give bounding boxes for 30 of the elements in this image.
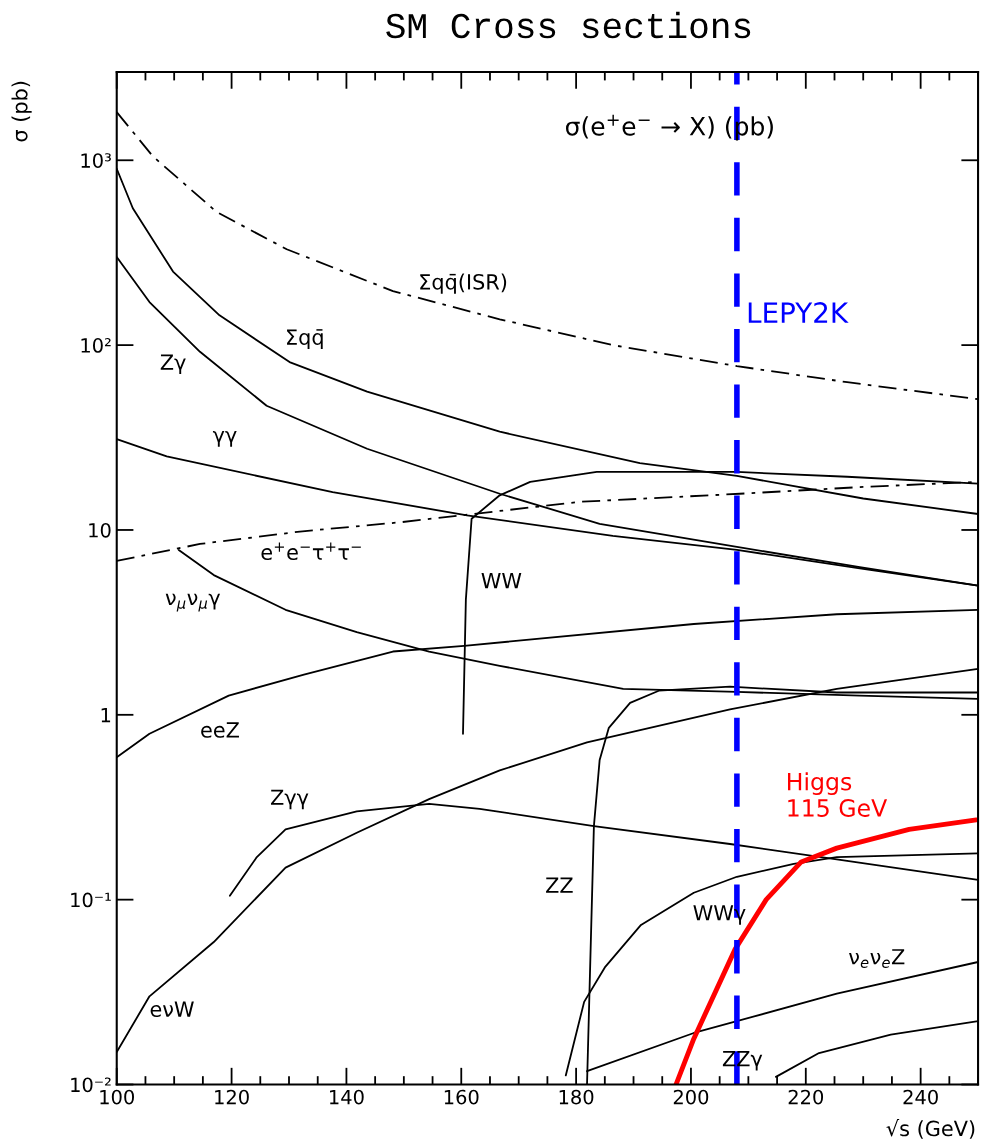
x-tick-label: 120: [215, 1089, 249, 1105]
series-label: γγ: [212, 430, 237, 447]
x-tick-label: 180: [559, 1089, 594, 1105]
y-tick-label: 1: [101, 708, 111, 723]
x-tick-label: 220: [788, 1089, 824, 1105]
series-label: ν$_{μ}$ν$_{μ}$γ: [165, 593, 221, 612]
series-label: e$^{+}$e$^{−}$τ$^{+}$τ$^{−}$: [261, 542, 361, 561]
series-label: eνW: [150, 1001, 194, 1017]
x-tick-label: 160: [444, 1089, 479, 1105]
y-tick-label: 10: [89, 522, 111, 538]
x-axis-title: √s (GeV): [886, 1119, 975, 1139]
series-label: Zγγ: [270, 789, 309, 810]
series-label: eeZ: [201, 722, 239, 738]
series-label: ν$_{e}$ν$_{e}$Z: [849, 949, 905, 968]
series-label: Zγ: [160, 354, 186, 375]
series-label: WW: [481, 573, 522, 589]
series-label: Σqq̄(ISR): [420, 273, 507, 294]
series-label: Higgs 115 GeV: [788, 772, 888, 817]
series-label: Σqq̄: [287, 329, 323, 350]
y-tick-label: 10²: [81, 338, 111, 353]
series-label: ZZ: [546, 877, 573, 893]
chart-title: SM Cross sections: [386, 11, 751, 39]
x-tick-label: 140: [330, 1089, 364, 1105]
ref-line-label: LEPY2K: [748, 302, 849, 323]
y-axis-title: σ (pb): [11, 81, 32, 142]
y-tick-label: 10⁻¹: [71, 892, 111, 908]
y-tick-label: 10³: [81, 153, 111, 168]
series-label: WWγ: [693, 905, 746, 925]
x-tick-label: 200: [673, 1089, 709, 1105]
x-tick-label: 240: [903, 1089, 938, 1105]
